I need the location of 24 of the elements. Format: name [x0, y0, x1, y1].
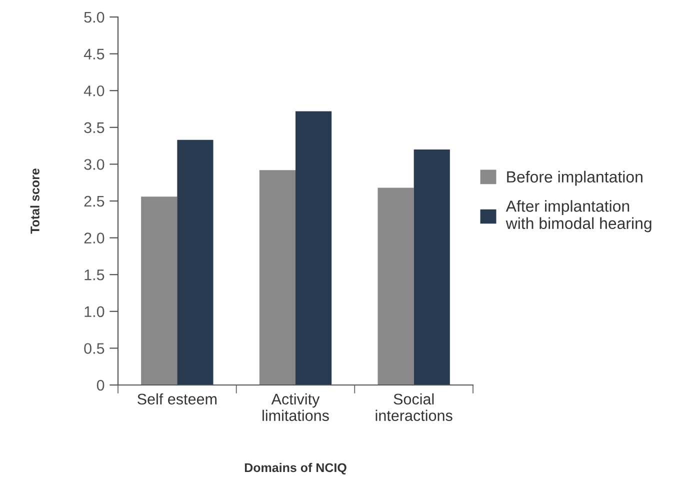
y-tick-label: 2.0 [84, 232, 104, 244]
y-tick-label: 4.0 [84, 85, 104, 96]
x-tick-label: Social interactions [376, 393, 452, 422]
bar [141, 196, 178, 385]
bar [259, 170, 296, 385]
y-tick-label: 4.5 [84, 48, 104, 60]
x-tick-label: Self esteem [138, 393, 216, 405]
y-axis-title: Total score [30, 168, 40, 234]
bar [296, 111, 332, 385]
y-tick-label: 0.5 [84, 343, 104, 354]
y-tick-label: 1.0 [84, 306, 104, 318]
legend-label: After implantation with bimodal hearing [506, 200, 652, 232]
x-axis-title: Domains of NCIQ [244, 462, 346, 474]
y-tick-label: 1.5 [84, 270, 104, 280]
bar [177, 140, 214, 385]
y-tick-label: 3.0 [84, 159, 104, 170]
y-tick-label: 5.0 [84, 12, 104, 23]
y-tick-label: 0 [96, 380, 104, 391]
bar [414, 149, 450, 385]
bar [378, 188, 414, 385]
y-tick-label: 3.5 [84, 122, 104, 134]
x-tick-label: Activity limitations [262, 393, 329, 422]
y-tick-label: 2.5 [84, 196, 104, 207]
legend-label: Before implantation [507, 170, 642, 186]
